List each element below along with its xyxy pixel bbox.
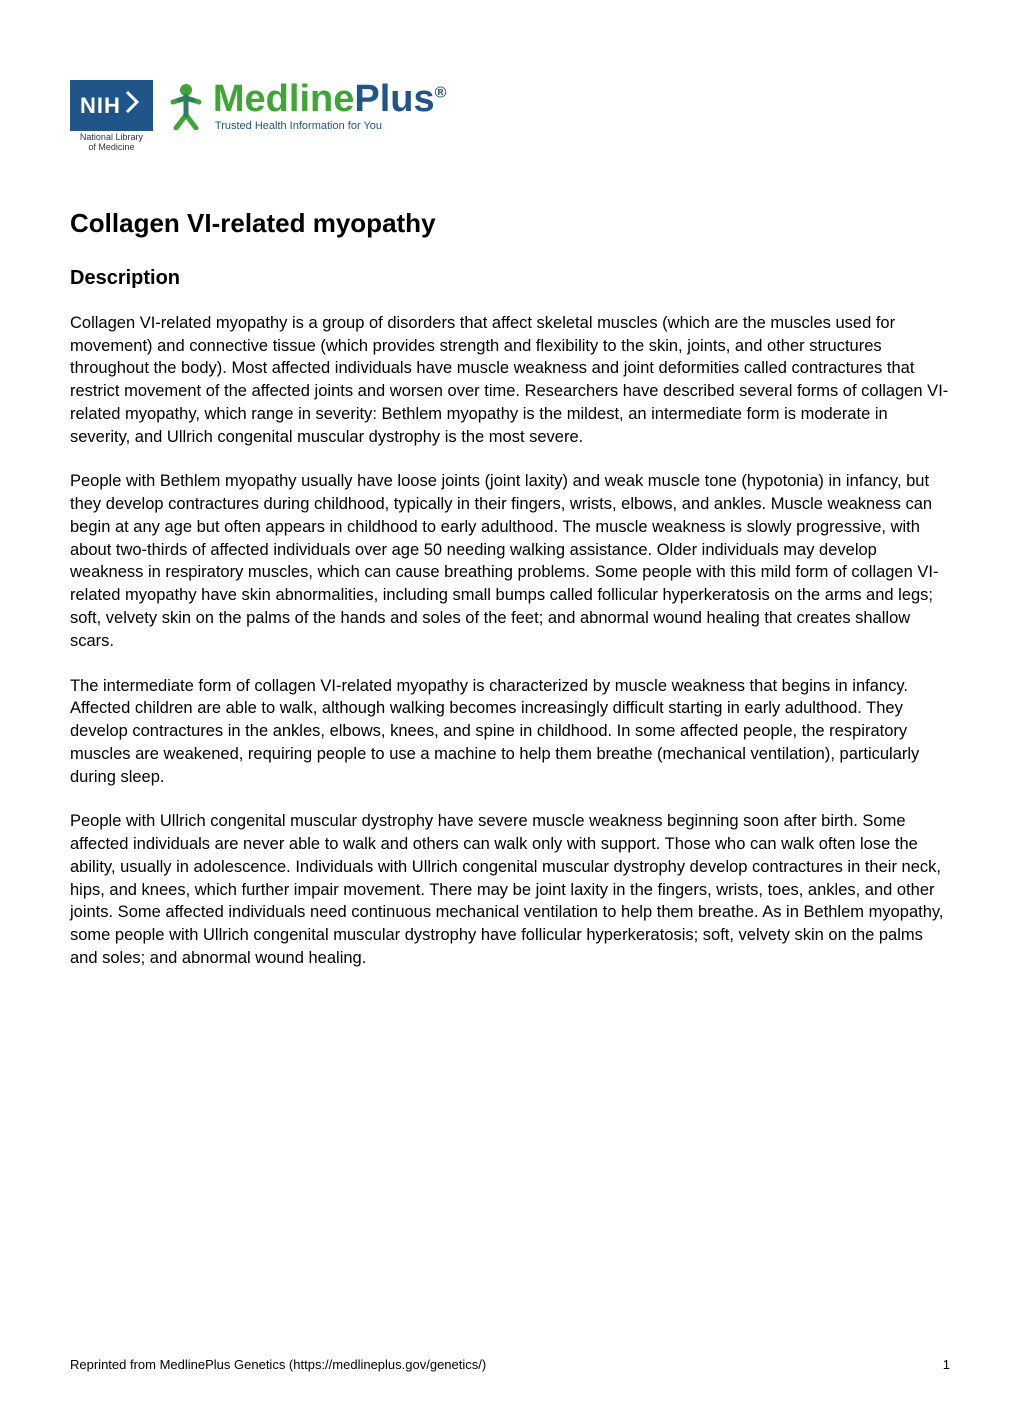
footer-source: Reprinted from MedlinePlus Genetics (htt… bbox=[70, 1357, 486, 1372]
medline-word: Medline bbox=[213, 78, 354, 120]
nih-chevron-icon bbox=[125, 88, 143, 123]
paragraph-3: The intermediate form of collagen VI-rel… bbox=[70, 675, 950, 789]
plus-word: Plus bbox=[354, 78, 434, 120]
paragraph-2: People with Bethlem myopathy usually hav… bbox=[70, 470, 950, 652]
paragraph-4: People with Ullrich congenital muscular … bbox=[70, 810, 950, 969]
nih-box: NIH bbox=[70, 80, 153, 131]
nlm-subtitle: National Library of Medicine bbox=[80, 133, 143, 153]
footer: Reprinted from MedlinePlus Genetics (htt… bbox=[0, 1357, 1020, 1372]
logo-container: NIH National Library of Medicine Medline… bbox=[70, 80, 950, 153]
section-heading: Description bbox=[70, 267, 950, 290]
medline-person-icon bbox=[161, 80, 211, 130]
footer-page-number: 1 bbox=[943, 1357, 950, 1372]
nih-text: NIH bbox=[80, 93, 121, 119]
medline-tagline: Trusted Health Information for You bbox=[215, 120, 447, 132]
registered-symbol: ® bbox=[435, 84, 447, 101]
nlm-line2: of Medicine bbox=[88, 142, 134, 152]
medline-logo: MedlinePlus® Trusted Health Information … bbox=[161, 80, 447, 132]
page-title: Collagen VI-related myopathy bbox=[70, 208, 950, 239]
nlm-line1: National Library bbox=[80, 132, 143, 142]
paragraph-1: Collagen VI-related myopathy is a group … bbox=[70, 312, 950, 449]
medline-wordmark: MedlinePlus® bbox=[213, 80, 447, 118]
medline-text-block: MedlinePlus® Trusted Health Information … bbox=[213, 80, 447, 132]
nih-badge: NIH National Library of Medicine bbox=[70, 80, 153, 153]
